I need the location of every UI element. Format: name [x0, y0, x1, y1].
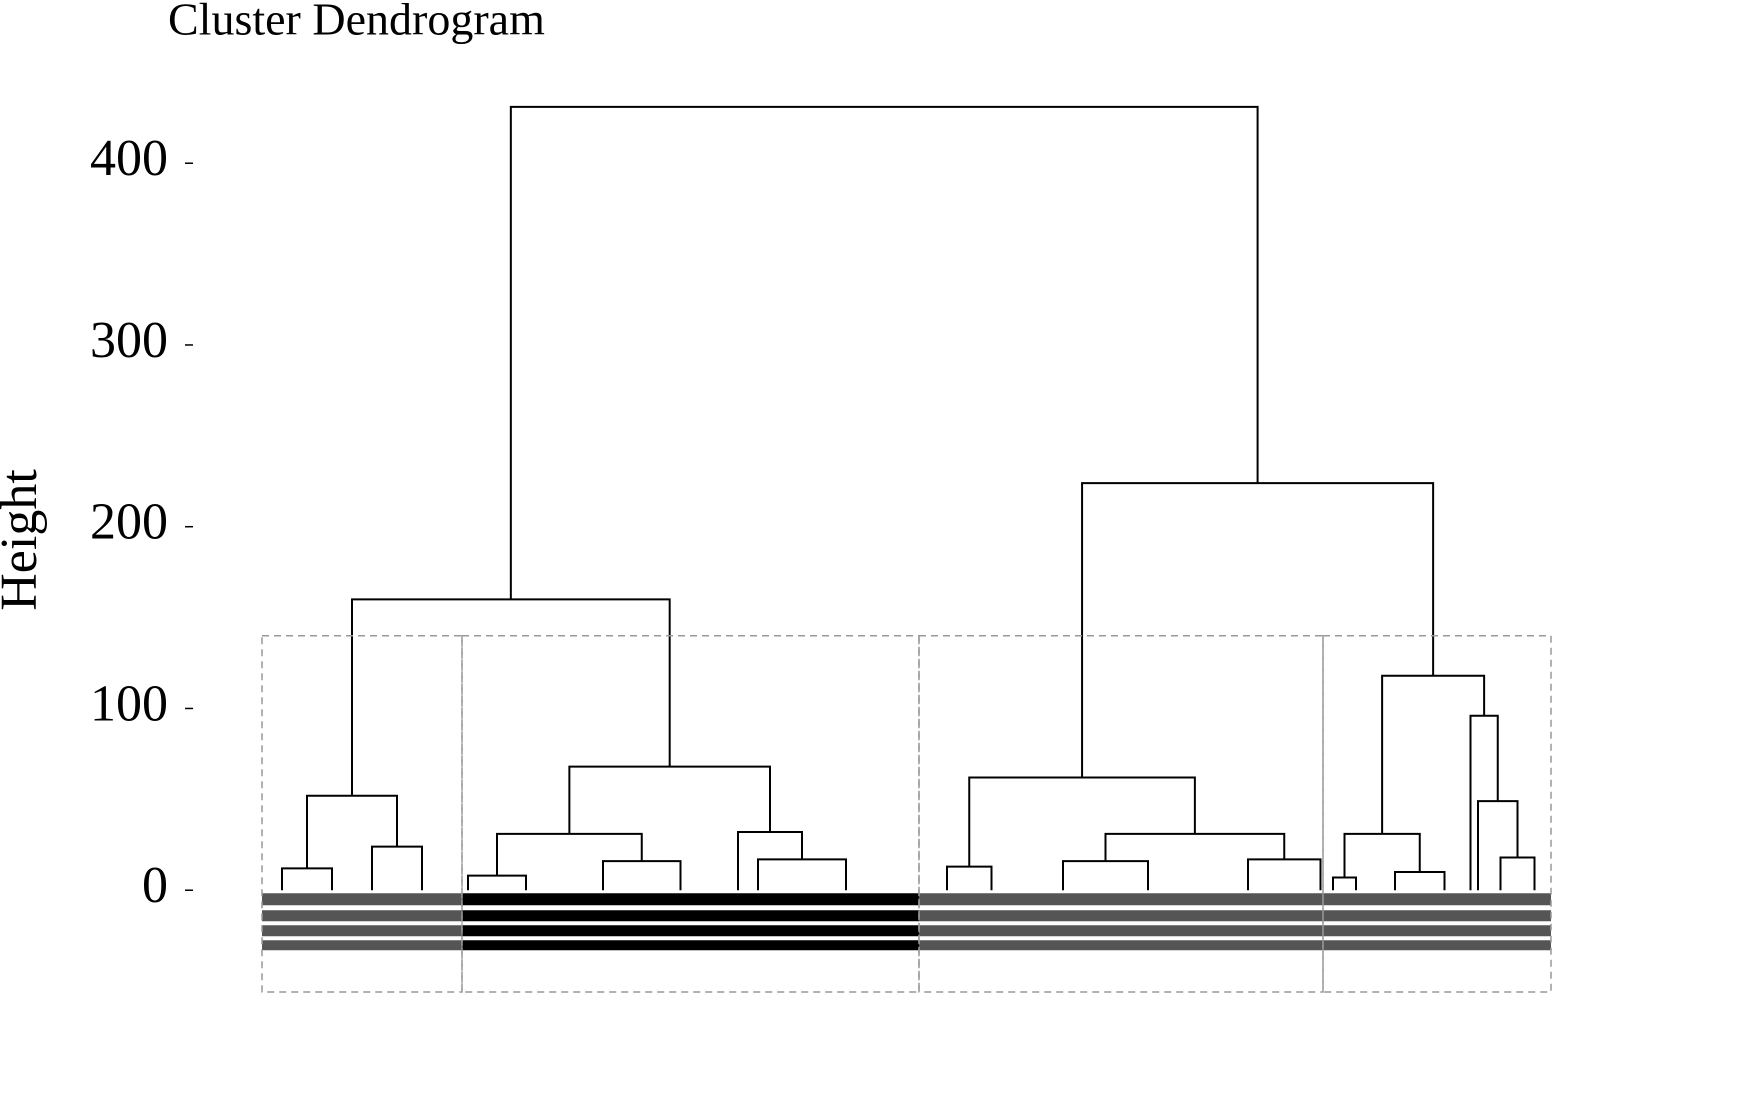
leaf-group — [919, 893, 975, 951]
y-tick-label: 100 — [90, 675, 168, 732]
cluster-box — [461, 635, 920, 993]
merge — [1332, 876, 1357, 891]
leaf-group — [1483, 893, 1518, 951]
merge — [351, 598, 671, 796]
merge — [1477, 800, 1519, 891]
merge — [1247, 858, 1322, 891]
leaf-group — [1518, 893, 1551, 951]
y-tick-label: 300 — [90, 312, 168, 369]
merge — [1104, 832, 1286, 862]
y-axis-label: Height — [0, 469, 48, 611]
merge — [602, 860, 682, 891]
merge — [509, 105, 1259, 600]
merge — [568, 765, 771, 834]
leaf-group — [362, 893, 382, 951]
leaf-group — [743, 893, 773, 951]
merge — [281, 867, 333, 891]
chart-title: Cluster Dendrogram — [168, 0, 545, 45]
leaf-group — [1369, 893, 1421, 951]
leaf-group — [1118, 893, 1178, 951]
leaf-group — [578, 893, 628, 951]
leaf-group — [262, 893, 302, 951]
leaf-group — [975, 893, 1008, 951]
leaf-group — [1473, 893, 1483, 951]
leaf-group — [462, 893, 474, 951]
leaf-group — [382, 893, 462, 951]
leaf-group — [733, 893, 743, 951]
leaf-group — [1343, 893, 1369, 951]
merge — [1343, 832, 1421, 878]
merge — [371, 845, 423, 891]
leaf-group — [1318, 893, 1323, 951]
merge — [737, 831, 803, 891]
merge — [467, 874, 527, 891]
leaf-group — [474, 893, 578, 951]
cluster-box — [1322, 635, 1552, 993]
leaf-group — [1323, 893, 1343, 951]
merge — [1081, 482, 1435, 778]
merge — [1381, 674, 1486, 834]
merge — [757, 858, 847, 891]
cluster-box — [261, 635, 463, 993]
merge — [1499, 856, 1536, 891]
merge — [968, 776, 1196, 867]
leaf-group — [1421, 893, 1468, 951]
y-tick-label: 200 — [90, 494, 168, 551]
merge — [946, 865, 993, 891]
leaf-group — [1008, 893, 1118, 951]
leaf-group — [628, 893, 733, 951]
y-tick-label: 400 — [90, 130, 168, 187]
merge — [1062, 860, 1149, 891]
merge — [1394, 871, 1446, 891]
leaf-group — [1468, 893, 1473, 951]
cluster-box — [918, 635, 1324, 993]
leaf-group — [773, 893, 919, 951]
merge — [496, 832, 643, 876]
merge — [1469, 714, 1499, 891]
merge — [306, 794, 398, 869]
leaf-group — [302, 893, 362, 951]
leaf-group — [1178, 893, 1318, 951]
y-tick-label: 0 — [142, 857, 168, 914]
